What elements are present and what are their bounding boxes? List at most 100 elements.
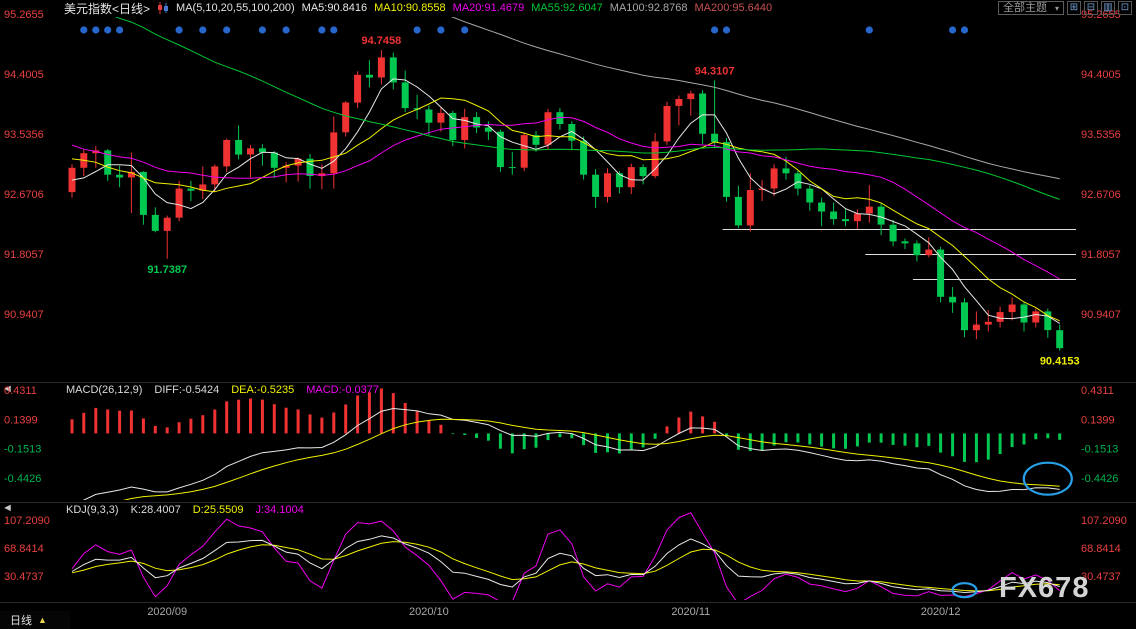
x-axis-labels: 2020/09 2020/10 2020/11 2020/12 <box>147 606 960 618</box>
chart-header: 美元指数<日线> MA(5,10,20,55,100,200) MA5:90.8… <box>0 0 1136 16</box>
svg-text:0.1399: 0.1399 <box>4 414 38 426</box>
svg-text:0.4311: 0.4311 <box>4 385 37 397</box>
highlight-ellipse <box>951 582 978 599</box>
ma55-value: MA55:92.6047 <box>531 2 603 14</box>
symbol-title[interactable]: 美元指数<日线> <box>64 1 151 16</box>
macd-diff-value: DIFF:-0.5424 <box>154 384 220 396</box>
event-marker-dot <box>175 26 183 34</box>
event-marker-dot <box>461 26 469 34</box>
event-marker-dot <box>92 26 100 34</box>
svg-text:93.5356: 93.5356 <box>1081 129 1121 141</box>
kdj-k-value: K:28.4007 <box>130 504 181 516</box>
ma200-value: MA200:95.6440 <box>694 2 773 14</box>
svg-text:2020/12: 2020/12 <box>921 606 961 618</box>
macd-params[interactable]: MACD(26,12,9) <box>66 384 143 396</box>
theme-dropdown-label: 全部主题 <box>1002 1 1047 14</box>
svg-text:94.4005: 94.4005 <box>4 69 44 81</box>
price-annotations: 94.7458 94.3107 91.7387 90.4153 <box>147 35 1079 368</box>
svg-text:94.7458: 94.7458 <box>362 35 402 47</box>
candlesticks <box>68 50 1064 351</box>
ma5-value: MA5:90.8416 <box>301 2 368 14</box>
split-layout-button[interactable]: ⊟ <box>1084 1 1098 15</box>
macd-dea-value: DEA:-0.5235 <box>231 384 295 396</box>
ma10-value: MA10:90.8558 <box>374 2 446 14</box>
highlight-ellipse <box>1022 461 1073 496</box>
event-marker-dot <box>223 26 231 34</box>
kdj-lines <box>71 512 1061 600</box>
kdj-d-value: D:25.5509 <box>192 504 244 516</box>
svg-text:68.8414: 68.8414 <box>4 543 44 555</box>
svg-text:90.9407: 90.9407 <box>4 309 44 321</box>
trend-lines[interactable] <box>722 229 1077 280</box>
list-panel-button[interactable]: ▥ <box>1101 1 1115 15</box>
svg-text:0.1399: 0.1399 <box>1081 414 1115 426</box>
svg-text:91.8057: 91.8057 <box>4 249 44 261</box>
event-marker-dot <box>199 26 207 34</box>
svg-text:-0.1513: -0.1513 <box>1081 444 1118 456</box>
price-axis-labels: 95.2655 95.2655 94.4005 94.4005 93.5356 93.53… <box>4 9 1121 321</box>
fx678-watermark: FX678 <box>999 572 1090 604</box>
svg-text:90.4153: 90.4153 <box>1040 356 1080 368</box>
macd-lines <box>82 407 1060 500</box>
macd-legend: MACD(26,12,9) DIFF:-0.5424 DEA:-0.5235 M… <box>66 384 379 396</box>
period-label: 日线 <box>10 615 32 627</box>
kdj-axis-labels: 107.2090 107.2090 68.8414 68.8414 30.4737 30.… <box>4 515 1127 583</box>
event-marker-dot <box>104 26 112 34</box>
ma10-line <box>71 97 1060 322</box>
event-marker-dot <box>437 26 445 34</box>
k-line <box>71 535 1060 594</box>
highlight-ellipses <box>951 461 1073 599</box>
kdj-params[interactable]: KDJ(9,3,3) <box>66 504 119 516</box>
svg-text:92.6706: 92.6706 <box>4 189 44 201</box>
event-marker-dot <box>960 26 969 34</box>
ma-settings-label[interactable]: MA(5,10,20,55,100,200) <box>176 2 295 14</box>
svg-text:93.5356: 93.5356 <box>4 129 44 141</box>
svg-text:0.4311: 0.4311 <box>1081 385 1114 397</box>
svg-text:107.2090: 107.2090 <box>1081 515 1127 527</box>
diff-line <box>82 407 1060 500</box>
kdj-legend: KDJ(9,3,3) K:28.4007 D:25.5509 J:34.1004 <box>66 504 304 516</box>
ma55-line <box>114 17 1060 200</box>
svg-text:91.8057: 91.8057 <box>1081 249 1121 261</box>
svg-text:-0.4426: -0.4426 <box>1081 473 1118 485</box>
header-toolbar: 全部主题 ▾ ⊞ ⊟ ▥ ⊡ <box>997 1 1136 15</box>
sort-up-icon: ▲ <box>38 615 47 625</box>
svg-text:68.8414: 68.8414 <box>1081 543 1121 555</box>
theme-dropdown[interactable]: 全部主题 ▾ <box>997 1 1064 15</box>
ma20-line <box>71 116 1060 280</box>
dea-line <box>122 418 1060 500</box>
candlestick-style-icon <box>157 2 169 14</box>
ma100-line <box>450 17 1060 180</box>
svg-text:90.9407: 90.9407 <box>1081 309 1121 321</box>
panel-collapse-icon[interactable]: ◄ <box>2 502 13 514</box>
kdj-j-value: J:34.1004 <box>255 504 304 516</box>
d-line <box>71 541 1060 592</box>
svg-text:92.6706: 92.6706 <box>1081 189 1121 201</box>
svg-text:91.7387: 91.7387 <box>147 264 187 276</box>
event-marker-dot <box>116 26 124 34</box>
svg-text:95.2655: 95.2655 <box>1081 9 1121 21</box>
svg-text:2020/09: 2020/09 <box>147 606 187 618</box>
svg-text:30.4737: 30.4737 <box>1081 571 1121 583</box>
grid-layout-button[interactable]: ⊞ <box>1067 1 1081 15</box>
period-selector[interactable]: 日线 ▲ <box>0 611 70 629</box>
svg-text:2020/11: 2020/11 <box>671 606 710 618</box>
macd-hist-value: MACD:-0.0377 <box>306 384 379 396</box>
chevron-down-icon: ▾ <box>1054 3 1059 13</box>
svg-text:107.2090: 107.2090 <box>4 515 50 527</box>
indicator-legend-row: 美元指数<日线> MA(5,10,20,55,100,200) MA5:90.8… <box>0 0 772 17</box>
event-markers[interactable] <box>80 26 969 34</box>
event-marker-dot <box>722 26 731 34</box>
macd-histogram <box>70 388 1062 463</box>
svg-text:-0.1513: -0.1513 <box>4 444 41 456</box>
j-line <box>71 512 1061 600</box>
panel-collapse-icon[interactable]: ◄ <box>2 383 13 395</box>
svg-text:2020/10: 2020/10 <box>409 606 449 618</box>
event-marker-dot <box>330 26 338 34</box>
fullscreen-button[interactable]: ⊡ <box>1118 1 1132 15</box>
ma-lines <box>71 17 1060 324</box>
svg-text:94.3107: 94.3107 <box>695 65 735 77</box>
svg-text:95.2655: 95.2655 <box>4 9 44 21</box>
